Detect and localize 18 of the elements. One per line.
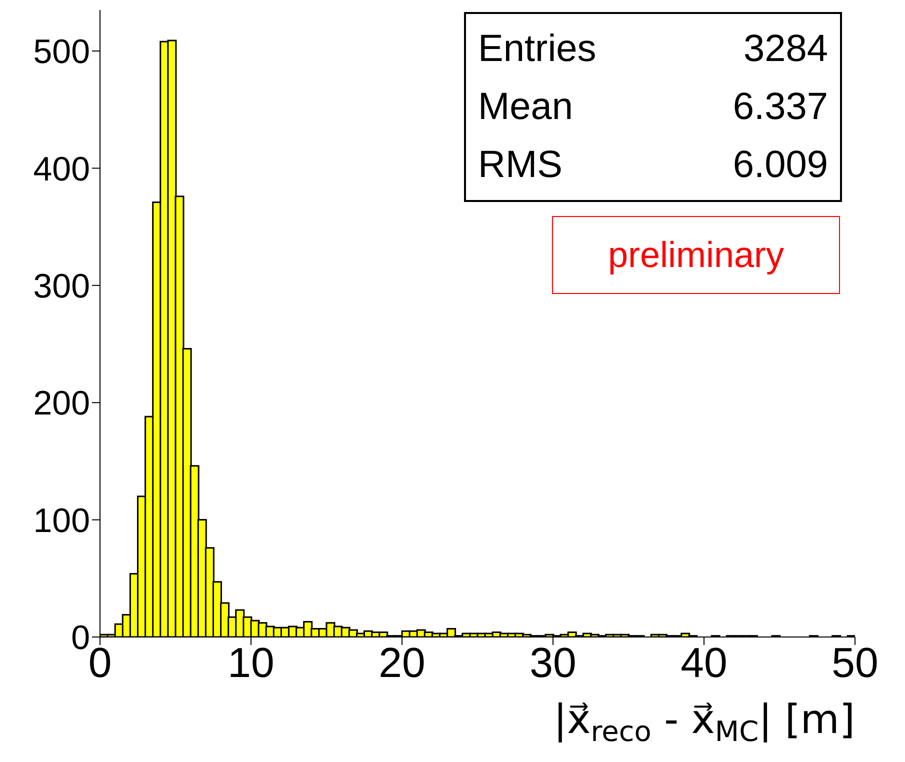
- x-tick-label: 10: [228, 638, 274, 686]
- y-tick-label: 400: [33, 150, 90, 188]
- x-tick-label: 50: [832, 638, 878, 686]
- annotation: Mean: [478, 85, 574, 130]
- x-tick-label: 20: [378, 638, 426, 686]
- annotation: 3284: [743, 27, 828, 72]
- annotation: preliminary: [552, 216, 840, 294]
- annotation: 6.009: [732, 143, 828, 188]
- x-tick-label: 40: [680, 638, 728, 686]
- y-tick-label: 500: [33, 33, 90, 72]
- annotation: RMS: [478, 143, 562, 188]
- x-tick-label: 30: [530, 638, 576, 686]
- x-axis-title: |x⃗$_{reco}$ - x⃗$_{MC}$| [m]: [554, 697, 855, 748]
- y-tick-label: 300: [33, 267, 90, 306]
- annotation: Entries: [478, 27, 596, 72]
- annotation: 6.337: [732, 85, 828, 130]
- y-tick-label: 100: [33, 502, 90, 540]
- y-tick-label: 200: [33, 384, 90, 423]
